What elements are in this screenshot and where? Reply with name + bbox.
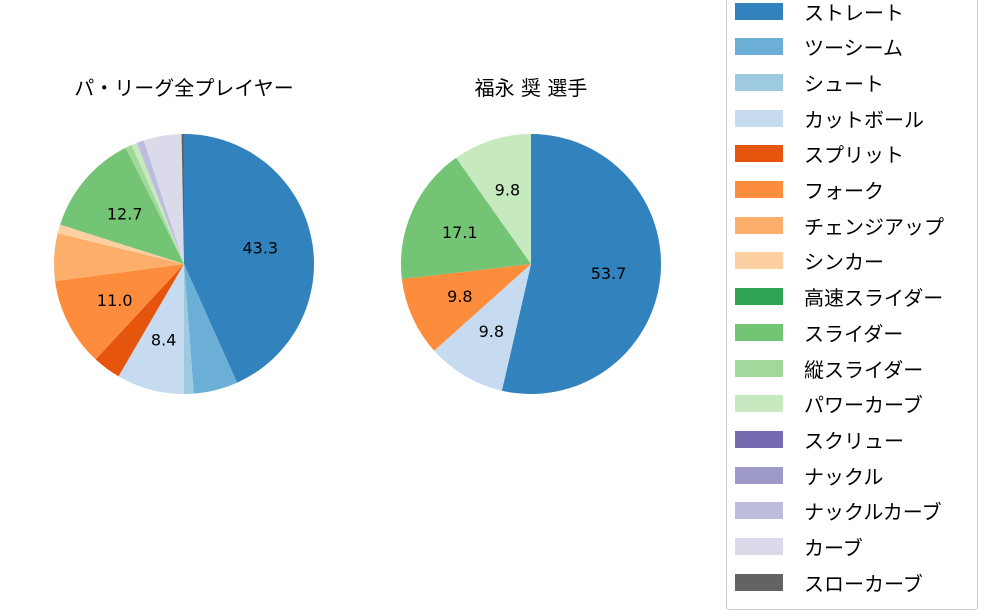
left-pie-title: パ・リーグ全プレイヤー [74,76,294,100]
legend-swatch [735,430,783,448]
legend-label: シンカー [804,250,884,275]
legend-item: スライダー [735,320,904,346]
legend-swatch [735,466,783,484]
legend-swatch [735,323,783,341]
legend-swatch [735,109,783,127]
legend-swatch [735,538,783,555]
legend-item: パワーカーブ [735,392,923,418]
legend-label: スローカーブ [804,571,923,596]
pie-slice [184,134,314,383]
legend-swatch [735,216,783,234]
pie-slice [55,264,185,360]
league-pie-chart: 43.3 8.4 11.0 12.7 [54,134,314,394]
pie-slice [118,264,184,394]
slice-percent-label: 9.8 [447,287,472,306]
pie-slice [401,264,531,351]
slice-percent-label: 8.4 [151,330,176,349]
legend-item: ナックルカーブ [735,499,942,525]
legend-label: スクリュー [804,428,904,453]
legend-item: カットボール [735,106,924,132]
legend-item: スクリュー [735,427,904,453]
legend-label: シュート [804,71,884,96]
legend-swatch [735,2,783,20]
slice-percent-label: 17.1 [442,223,478,242]
right-pie-title: 福永 奨 選手 [474,76,588,100]
legend-label: スライダー [804,321,904,346]
pie-slice [131,142,184,264]
pie-slice [125,145,184,264]
legend-swatch [735,73,783,91]
slice-percent-label: 11.0 [97,291,133,310]
player-pie-chart: 53.7 9.8 9.8 17.1 9.8 [400,134,662,394]
legend-swatch [735,502,783,520]
pie-slice [400,157,531,280]
legend-label: ストレート [804,0,904,25]
slice-percent-label: 53.7 [591,264,627,283]
pie-slice [54,233,185,282]
pie-charts: 43.3 8.4 11.0 12.7 53.7 9.8 9.8 17.1 9.8 [54,134,662,394]
slice-percent-label: 9.8 [495,181,520,200]
legend-item: シュート [735,70,884,96]
pie-slice [184,264,194,394]
legend-label: カーブ [804,536,863,560]
legend-swatch [735,38,783,56]
legend-item: ナックル [735,463,884,489]
legend-item: フォーク [735,178,884,203]
pie-slice [184,264,238,394]
legend-swatch [735,145,783,163]
legend-label: スプリット [804,143,904,168]
pie-slice [136,140,184,264]
legend-swatch [735,252,783,270]
pie-slice [143,134,184,264]
pie-slice [60,147,184,264]
legend-label: パワーカーブ [804,393,923,418]
legend-label: フォーク [804,179,884,203]
legend-label: 縦スライダー [804,357,924,382]
legend-swatch [735,573,783,591]
slice-percent-label: 12.7 [107,204,143,223]
legend-label: チェンジアップ [804,214,944,239]
legend-label: カットボール [804,107,924,132]
legend-swatch [735,359,783,377]
legend-swatch [735,288,783,306]
legend-item: ツーシーム [735,35,903,61]
slice-percent-label: 43.3 [242,239,278,258]
legend-swatch [735,181,783,198]
pie-slice [501,134,662,394]
legend-item: スローカーブ [735,570,923,596]
legend-item: 縦スライダー [735,356,924,382]
pie-slice [181,134,184,264]
legend-item: 高速スライダー [735,285,944,311]
legend-label: 高速スライダー [804,286,944,311]
legend: ストレートツーシームシュートカットボール スプリットフォークチェンジアップ シンカー… [726,0,978,610]
pie-slice [434,264,531,391]
legend-item: ストレート [735,0,904,25]
legend-label: ナックル [804,464,884,489]
legend-swatch [735,395,783,413]
pie-slice [57,224,184,264]
legend-item: スプリット [735,142,904,168]
legend-label: ナックルカーブ [804,500,942,525]
pie-slice [95,264,184,377]
legend-item: カーブ [735,535,863,560]
legend-item: チェンジアップ [735,213,944,239]
slice-percent-label: 9.8 [479,322,504,341]
legend-item: シンカー [735,249,884,275]
pie-slice [456,134,531,264]
legend-label: ツーシーム [804,36,903,61]
